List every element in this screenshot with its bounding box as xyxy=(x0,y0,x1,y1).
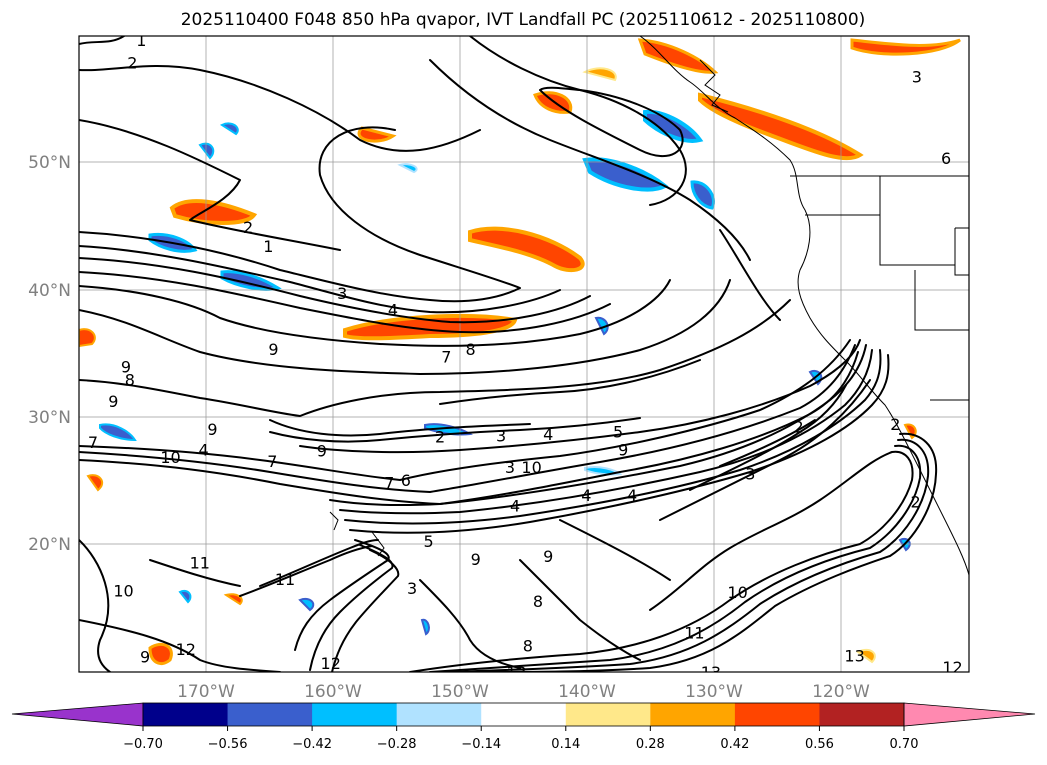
colorbar-over-arrow xyxy=(903,702,1036,727)
contour-label: 4 xyxy=(543,425,553,444)
contour-label: 9 xyxy=(207,420,217,439)
colorbar-tick-label: −0.56 xyxy=(208,737,248,752)
coastlines xyxy=(329,36,969,576)
contour-label: 1 xyxy=(136,31,146,50)
contour-label: 9 xyxy=(471,550,481,569)
contour-label: 7 xyxy=(384,474,394,493)
contour-label: 2 xyxy=(911,493,921,512)
contour-label: 6 xyxy=(941,149,951,168)
longitude-labels: 170°W 160°W 150°W 140°W 130°W 120°W xyxy=(177,682,870,702)
contour-label: 3 xyxy=(505,458,515,477)
lon-label: 130°W xyxy=(685,682,743,702)
contour-label: 6 xyxy=(401,471,411,490)
colorbar-tick-label: 0.56 xyxy=(805,737,834,752)
contour-label: 9 xyxy=(121,358,131,377)
contour-label: 5 xyxy=(613,423,623,442)
contour-label: 3 xyxy=(337,284,347,303)
lon-label: 120°W xyxy=(812,682,870,702)
contour-label: 2 xyxy=(243,218,253,237)
contour-label: 4 xyxy=(510,496,520,515)
contour-label: 10 xyxy=(727,583,747,602)
contour-label: 3 xyxy=(407,579,417,598)
contour-label: 9 xyxy=(543,547,553,566)
ivt-contours xyxy=(79,36,938,672)
contour-label: 8 xyxy=(523,636,533,655)
contour-label: 10 xyxy=(113,582,133,601)
colorbar-bin xyxy=(819,703,905,726)
colorbar-tick-label: −0.42 xyxy=(292,737,332,752)
lon-label: 160°W xyxy=(304,682,362,702)
colorbar-tick-label: −0.70 xyxy=(123,737,163,752)
contour-label: 7 xyxy=(88,433,98,452)
contour-label: 9 xyxy=(140,648,150,667)
contour-label: 8 xyxy=(125,370,135,389)
contour-label: 4 xyxy=(581,486,591,505)
colorbar-tick-label: 0.28 xyxy=(636,737,665,752)
colorbar-tick-label: −0.28 xyxy=(377,737,417,752)
colorbar: −0.70 −0.56 −0.42 −0.28 −0.14 0.14 0.28 0.42 0.5… xyxy=(11,702,1036,752)
contour-label: 2 xyxy=(794,418,804,437)
contour-label: 1 xyxy=(263,237,273,256)
lon-label: 150°W xyxy=(431,682,489,702)
contour-label: 2 xyxy=(890,415,900,434)
contour-label: 2 xyxy=(435,428,445,447)
contour-label: 13 xyxy=(844,647,864,666)
contour-label: 3 xyxy=(912,68,922,87)
lon-label: 170°W xyxy=(177,682,235,702)
lon-label: 140°W xyxy=(558,682,616,702)
contour-label: 2 xyxy=(127,54,137,73)
lat-label: 30°N xyxy=(28,408,71,428)
contour-label: 9 xyxy=(618,440,628,459)
lat-label: 50°N xyxy=(28,153,71,173)
lat-label: 20°N xyxy=(28,535,71,555)
latitude-labels: 50°N 40°N 30°N 20°N xyxy=(28,153,71,555)
colorbar-tick-label: 0.42 xyxy=(720,737,749,752)
contour-label: 13 xyxy=(701,663,721,682)
contour-label: 4 xyxy=(199,440,209,459)
contour-label: 11 xyxy=(684,624,704,643)
contour-label: 3 xyxy=(745,465,755,484)
contour-label: 12 xyxy=(321,654,341,673)
contour-label: 13 xyxy=(506,663,526,682)
colorbar-bin xyxy=(650,703,736,726)
contour-label: 7 xyxy=(441,348,451,367)
graticule xyxy=(79,36,969,672)
lat-label: 40°N xyxy=(28,281,71,301)
map-frame xyxy=(78,35,970,673)
contour-label: 7 xyxy=(267,452,277,471)
contour-label: 12 xyxy=(176,640,196,659)
contour-label: 9 xyxy=(108,392,118,411)
colorbar-bin xyxy=(312,703,398,726)
contour-label: 3 xyxy=(496,426,506,445)
contour-label: 9 xyxy=(268,340,278,359)
colorbar-tick-label: 0.14 xyxy=(551,737,580,752)
contour-label: 4 xyxy=(627,486,637,505)
colorbar-tick-label: −0.14 xyxy=(461,737,501,752)
contour-label: 8 xyxy=(466,340,476,359)
contour-label: 9 xyxy=(317,442,327,461)
colorbar-under-arrow xyxy=(11,702,144,727)
contour-label: 11 xyxy=(190,554,210,573)
contour-label: 8 xyxy=(533,592,543,611)
contour-label: 12 xyxy=(942,658,962,677)
contour-label: 10 xyxy=(521,458,541,477)
contour-label: 10 xyxy=(160,448,180,467)
contour-label: 11 xyxy=(275,570,295,589)
colorbar-bin xyxy=(734,703,820,726)
colorbar-tick-label: 0.70 xyxy=(890,737,919,752)
colorbar-bin xyxy=(143,703,229,726)
figure-title: 2025110400 F048 850 hPa qvapor, IVT Land… xyxy=(181,10,866,30)
colorbar-bin xyxy=(565,703,651,726)
colorbar-bin xyxy=(227,703,313,726)
colorbar-bin xyxy=(396,703,482,726)
contour-label: 4 xyxy=(388,301,398,320)
contour-label: 5 xyxy=(424,532,434,551)
colorbar-bin xyxy=(481,703,567,726)
